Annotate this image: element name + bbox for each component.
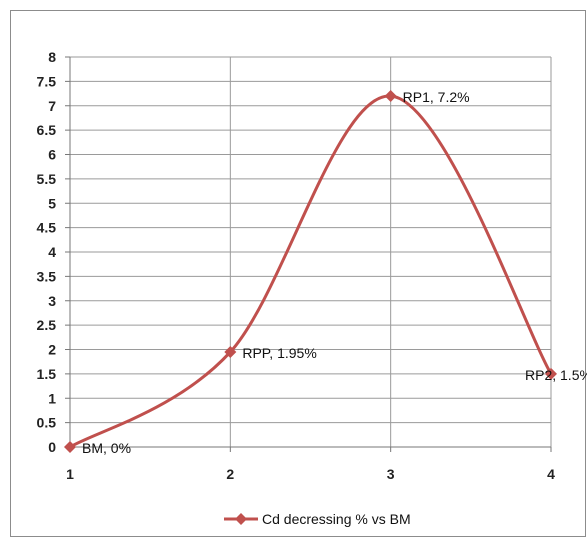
legend-label: Cd decressing % vs BM [262,511,411,527]
data-point [224,345,237,358]
data-label: RP1, 7.2% [403,89,470,105]
y-tick-label: 2.5 [37,317,57,333]
data-label: BM, 0% [82,440,131,456]
axes: 0 0.5 1 1.5 2 2.5 3 3.5 4 4.5 5 5.5 6 6.5 7 7.5 8 1 2 3 4 [37,49,556,482]
x-tick-label: 3 [387,466,395,482]
y-tick-label: 1 [48,390,56,406]
x-tick-label: 1 [66,466,74,482]
y-tick-label: 6 [48,147,56,163]
series-layer [64,90,557,453]
y-tick-label: 5.5 [37,171,57,187]
y-tick-label: 4.5 [37,220,57,236]
y-tick-label: 0.5 [37,415,57,431]
data-label: RP2, 1.5% [525,367,587,383]
y-tick-label: 4 [48,244,56,260]
y-tick-label: 7 [48,98,56,114]
series-line [69,94,553,449]
y-tick-label: 0 [48,439,56,455]
gridlines [70,56,552,447]
y-tick-label: 6.5 [37,122,57,138]
data-labels: BM, 0% RPP, 1.95% RP1, 7.2% RP2, 1.5% [82,89,587,456]
legend-marker [235,513,247,525]
y-tick-label: 3.5 [37,268,57,284]
x-tick-label: 4 [547,466,555,482]
data-point [384,90,397,102]
data-label: RPP, 1.95% [242,345,316,361]
data-point [64,441,76,453]
y-tick-label: 7.5 [37,73,57,89]
y-tick-label: 5 [48,195,56,211]
legend: Cd decressing % vs BM [224,511,411,527]
y-tick-label: 8 [48,49,56,65]
y-tick-label: 3 [48,293,56,309]
x-tick-label: 2 [226,466,234,482]
chart-area [10,10,586,537]
y-tick-label: 1.5 [37,366,57,382]
y-tick-label: 2 [48,342,56,358]
data-point [545,367,557,380]
